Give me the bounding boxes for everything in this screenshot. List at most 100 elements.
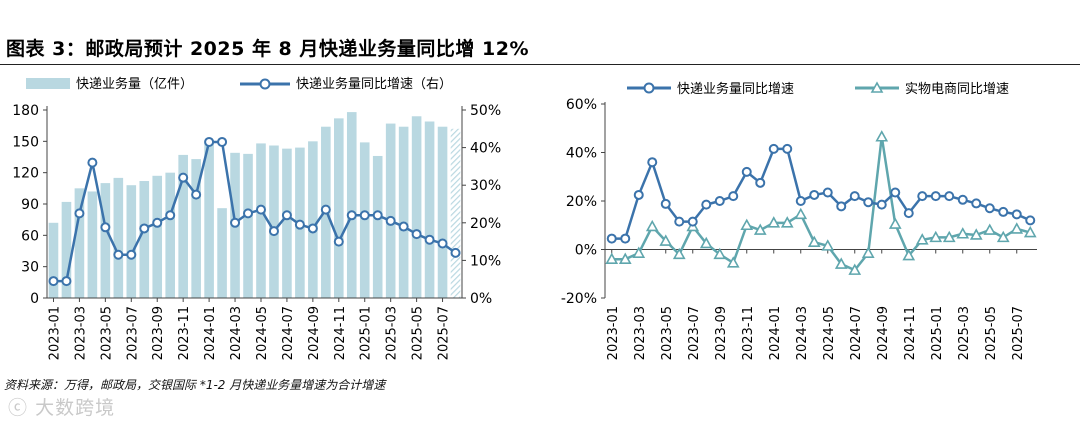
y-tick-label: 20% xyxy=(566,194,597,210)
y-tick-label: 60% xyxy=(566,97,597,113)
main-point xyxy=(606,233,617,244)
growth-point xyxy=(255,204,266,215)
main-point xyxy=(903,208,914,219)
ecom-point xyxy=(740,218,754,231)
source-note: 资料来源：万得，邮政局，交银国际 *1-2 月快递业务量增速为合计增速 xyxy=(4,378,386,392)
main-point xyxy=(971,198,982,209)
x-tick-label: 2025-07 xyxy=(1011,306,1026,360)
growth-point xyxy=(320,204,331,215)
growth-point xyxy=(243,208,254,219)
main-point xyxy=(620,233,631,244)
right-tick-label: 0% xyxy=(470,291,492,307)
growth-point xyxy=(152,217,163,228)
main-point xyxy=(633,189,644,200)
main-point xyxy=(647,157,658,168)
x-tick-label: 2023-05 xyxy=(99,306,114,360)
bar xyxy=(282,148,292,298)
main-point xyxy=(836,201,847,212)
ecom-point xyxy=(713,247,727,260)
x-tick-label: 2023-01 xyxy=(47,306,62,360)
right-tick-label: 20% xyxy=(470,216,501,232)
watermark-text: 大数跨境 xyxy=(35,397,116,419)
bar xyxy=(424,121,435,298)
legend-main-marker xyxy=(643,82,655,94)
x-tick-label: 2024-03 xyxy=(229,306,244,360)
main-point xyxy=(795,196,806,206)
main-point xyxy=(917,191,928,202)
legend-ecom-label: 实物电商同比增速 xyxy=(905,82,1009,97)
ecom-point xyxy=(1010,222,1024,234)
left-tick-label: 150 xyxy=(12,134,39,150)
bar xyxy=(437,126,448,298)
main-point xyxy=(701,199,712,210)
x-tick-label: 2024-03 xyxy=(795,306,810,360)
main-point xyxy=(930,191,941,202)
bar xyxy=(178,154,188,298)
ecom-point xyxy=(767,216,781,228)
x-tick-label: 2025-03 xyxy=(385,306,400,360)
right-tick-label: 40% xyxy=(470,141,501,157)
bar xyxy=(204,141,214,298)
x-tick-label: 2023-05 xyxy=(660,306,675,360)
x-tick-label: 2024-05 xyxy=(822,306,837,360)
growth-point xyxy=(307,223,318,234)
bar xyxy=(346,112,357,298)
growth-point xyxy=(113,249,124,260)
main-point xyxy=(782,143,793,154)
growth-point xyxy=(139,223,150,234)
x-tick-label: 2025-01 xyxy=(930,306,945,360)
ecom-point xyxy=(794,207,808,220)
legend-line-label: 快递业务量同比增速（右） xyxy=(296,76,452,92)
growth-point xyxy=(61,276,72,287)
legend-bar-label: 快递业务量（亿件） xyxy=(76,76,193,92)
bar xyxy=(308,141,318,298)
x-tick-label: 2023-07 xyxy=(687,306,702,360)
ecom-point xyxy=(618,252,632,264)
main-point xyxy=(863,197,874,208)
bar xyxy=(217,208,227,298)
y-tick-label: -20% xyxy=(561,291,597,307)
bar xyxy=(74,188,85,298)
growth-point xyxy=(359,210,370,221)
growth-point xyxy=(346,210,357,221)
x-tick-label: 2024-01 xyxy=(203,306,218,360)
main-point xyxy=(998,206,1009,217)
x-tick-label: 2023-07 xyxy=(125,306,140,360)
main-point xyxy=(849,191,860,202)
growth-point xyxy=(385,215,396,226)
main-line xyxy=(611,147,1031,240)
x-tick-label: 2024-11 xyxy=(903,306,918,360)
main-point xyxy=(714,196,725,206)
x-tick-label: 2024-09 xyxy=(876,306,891,360)
bar xyxy=(113,177,124,298)
bar xyxy=(398,126,409,298)
growth-point xyxy=(294,219,305,230)
bar xyxy=(139,181,150,298)
x-tick-label: 2023-03 xyxy=(633,306,648,360)
growth-point xyxy=(204,136,215,147)
ecom-point xyxy=(672,247,686,260)
bar xyxy=(269,145,279,298)
growth-point xyxy=(100,222,111,233)
ecom-point xyxy=(699,236,713,249)
main-point xyxy=(944,191,955,202)
bar xyxy=(61,201,72,298)
bar xyxy=(152,175,163,298)
legend-line-marker xyxy=(259,78,271,90)
ecom-point xyxy=(902,248,916,261)
left-tick-label: 120 xyxy=(12,166,39,182)
legend-main-label: 快递业务量同比增速 xyxy=(677,81,794,97)
x-tick-label: 2024-11 xyxy=(333,306,348,360)
main-point xyxy=(1025,215,1036,226)
growth-point xyxy=(437,238,448,249)
x-tick-label: 2023-11 xyxy=(741,306,756,360)
x-tick-label: 2024-07 xyxy=(281,306,296,360)
legend-ecom-marker xyxy=(870,81,884,93)
ecom-point xyxy=(645,219,659,232)
right-chart: 快递业务量同比增速 实物电商同比增速 -20% 0% 20% 40% 60% 2023-01 2… xyxy=(561,81,1037,360)
bar xyxy=(450,128,461,298)
growth-point xyxy=(165,210,176,221)
ecom-point xyxy=(821,239,835,251)
ecom-point xyxy=(915,233,929,245)
ecom-point xyxy=(942,230,956,243)
